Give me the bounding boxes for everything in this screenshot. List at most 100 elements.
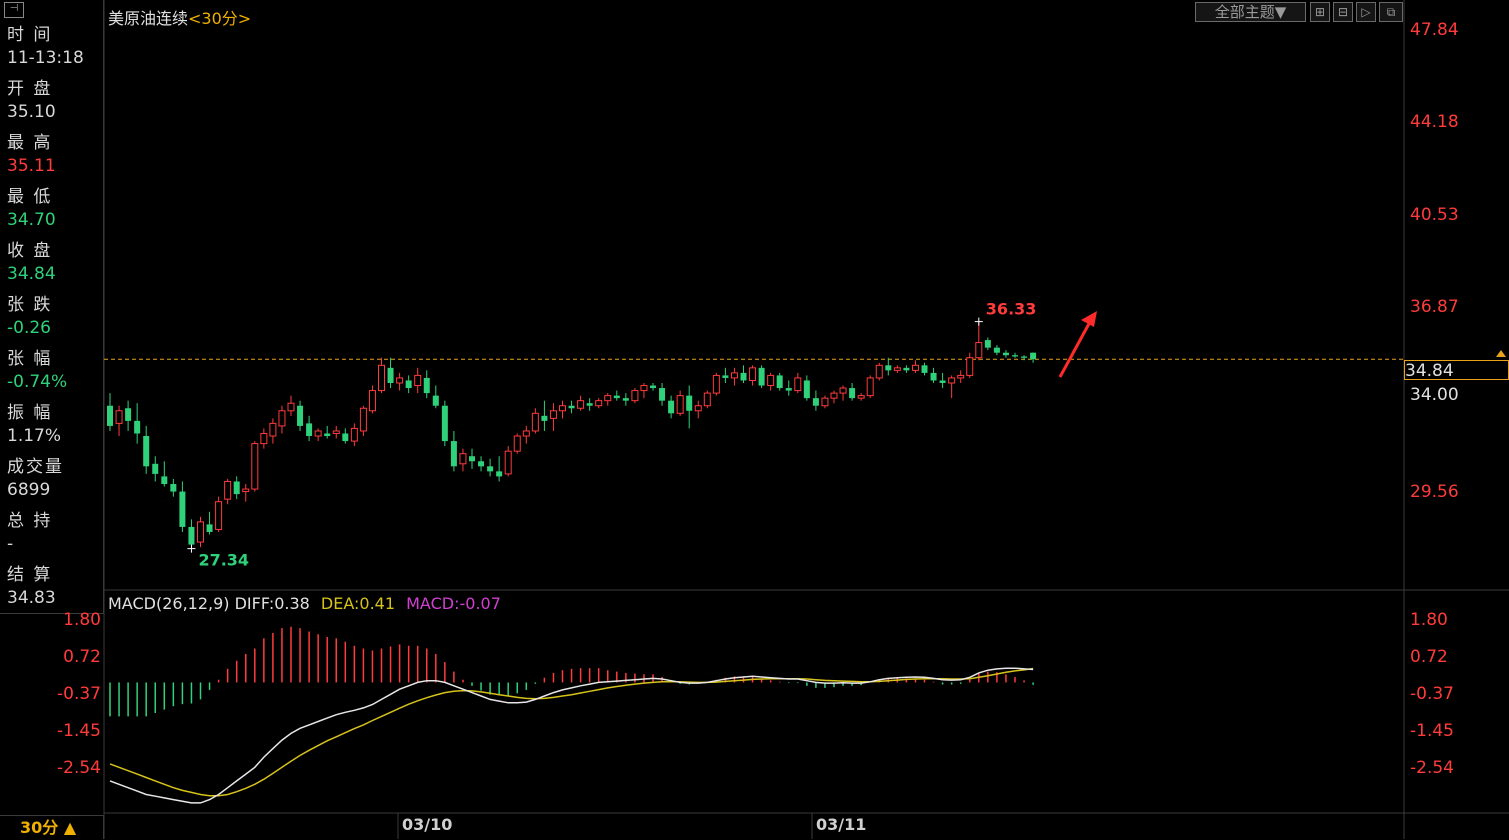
- candle-body: [1030, 352, 1037, 360]
- theme-button[interactable]: 全部主题▼: [1195, 2, 1306, 22]
- candle-body: [287, 402, 295, 412]
- settlement-label: 结 算: [7, 565, 53, 585]
- candle-body: [549, 410, 557, 419]
- expand-icon[interactable]: ⧉: [1379, 2, 1403, 22]
- chart-header: 美原油连续<30分>: [108, 5, 251, 29]
- macd-params: MACD(26,12,9): [108, 594, 230, 613]
- candle-body: [414, 374, 422, 387]
- candle-body: [251, 443, 259, 490]
- candle-body: [233, 481, 240, 495]
- open-interest-label: 总 持: [7, 511, 53, 531]
- candle-body: [368, 390, 376, 412]
- candle-body: [849, 388, 856, 399]
- macd-dea: DEA:0.41: [320, 594, 396, 613]
- candle-body: [613, 395, 620, 399]
- candle-body: [522, 430, 530, 437]
- candle-body: [785, 388, 792, 391]
- price-tick-label: 29.56: [1410, 481, 1459, 502]
- change-pct-value: -0.74%: [7, 372, 68, 392]
- candle-body: [767, 374, 775, 387]
- candle-body: [631, 390, 639, 402]
- macd-tick-label-left: -0.37: [57, 684, 101, 704]
- candle-body: [712, 374, 720, 394]
- volume-value: 6899: [7, 480, 51, 500]
- candle-body: [568, 405, 575, 409]
- high-marker-cross: [974, 317, 983, 326]
- candle-body: [803, 380, 810, 399]
- candle-body: [387, 367, 394, 383]
- macd-value: MACD:-0.07: [406, 594, 501, 613]
- price-tick-label: 47.84: [1410, 20, 1459, 40]
- time-tick-label: 03/11: [816, 815, 867, 834]
- candle-body: [857, 395, 865, 399]
- price-tick-label: 40.53: [1410, 204, 1459, 225]
- crosshair-icon[interactable]: ⊞: [1310, 2, 1330, 22]
- time-value: 11-13:18: [7, 48, 84, 68]
- candle-body: [541, 415, 548, 421]
- candle-body: [469, 456, 475, 462]
- volume-label: 成交量: [7, 457, 64, 477]
- candle-body: [359, 407, 367, 432]
- open-value: 35.10: [7, 102, 56, 122]
- candle-body: [749, 367, 757, 381]
- candle-body: [975, 342, 983, 359]
- candle-body: [866, 377, 874, 397]
- macd-tick-label-left: -2.54: [57, 757, 101, 778]
- open-label: 开 盘: [7, 79, 53, 99]
- candle-body: [513, 435, 521, 452]
- play-icon[interactable]: ▷: [1356, 2, 1376, 22]
- candle-body: [107, 405, 113, 426]
- candle-body: [676, 395, 684, 414]
- candle-body: [459, 453, 467, 465]
- candle-body: [1021, 356, 1028, 358]
- close-value: 34.84: [7, 264, 56, 284]
- candle-body: [703, 392, 711, 407]
- macd-series: [109, 626, 1034, 804]
- macd-tick-label-right: 1.80: [1410, 610, 1448, 631]
- candle-body: [577, 400, 585, 409]
- candle-body: [559, 405, 566, 412]
- macd-tick-label-right: -0.37: [1410, 684, 1454, 704]
- candle-body: [350, 427, 358, 442]
- candle-body: [197, 521, 204, 543]
- candle-body: [595, 400, 603, 407]
- up-arrow-icon: [1496, 350, 1506, 357]
- candle-body: [405, 380, 412, 389]
- candle-body: [821, 397, 829, 407]
- candle-body: [885, 365, 892, 371]
- candle-body: [930, 372, 937, 381]
- settlement-value: 34.83: [7, 588, 56, 608]
- candle-body: [396, 377, 404, 384]
- candle-body: [432, 395, 439, 406]
- diff-line: [109, 667, 1034, 804]
- layout-icon[interactable]: ⊟: [1333, 2, 1353, 22]
- macd-tick-label-left: 0.72: [63, 647, 101, 667]
- candle-body: [875, 364, 883, 379]
- candle-body: [143, 436, 150, 467]
- candle-body: [694, 405, 702, 412]
- period-selector-button[interactable]: 30分 ▲: [0, 815, 104, 839]
- macd-tick-label-right: -1.45: [1410, 720, 1454, 741]
- candle-body: [531, 412, 539, 432]
- candle-body: [966, 357, 974, 376]
- candle-body: [911, 364, 919, 371]
- symbol-name: 美原油连续: [108, 9, 189, 28]
- candle-body: [622, 398, 629, 401]
- period-label[interactable]: <30分>: [188, 9, 252, 28]
- time-label: 时 间: [7, 25, 53, 45]
- panel-toggle-icon[interactable]: ⊣: [4, 2, 24, 18]
- candle-body: [957, 374, 965, 379]
- open-interest-value: -: [7, 534, 14, 554]
- quote-info-panel: ⊣ 时 间 11-13:18 开 盘 35.10 最 高 35.11 最 低 3…: [0, 0, 104, 614]
- candle-body: [921, 365, 928, 373]
- candle-body: [730, 372, 738, 379]
- candle-body: [893, 367, 901, 371]
- candle-body: [224, 480, 232, 500]
- change-pct-label: 张 幅: [7, 349, 53, 369]
- price-tick-label: 34.00: [1410, 385, 1459, 405]
- candle-body: [125, 408, 132, 421]
- candle-body: [188, 526, 195, 545]
- low-marker-label: 27.34: [198, 551, 249, 570]
- candle-body: [586, 403, 593, 406]
